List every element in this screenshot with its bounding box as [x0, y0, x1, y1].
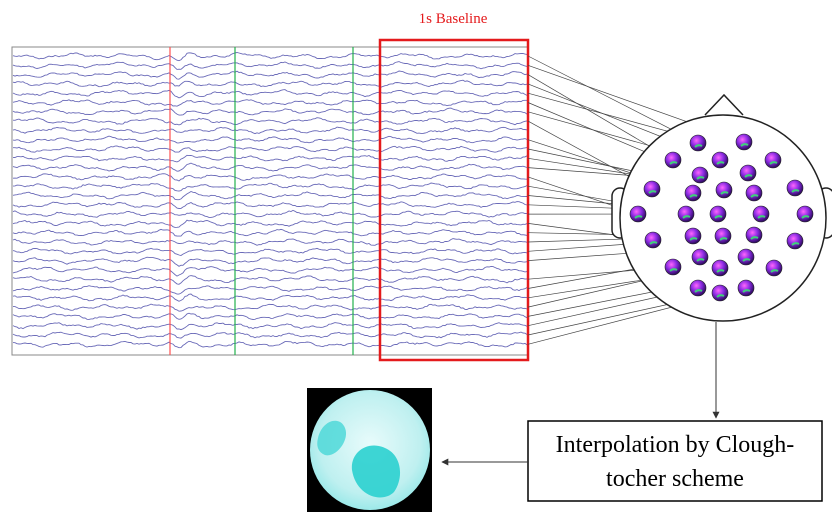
diagram: 1s Baseline Interpolation by Clough- toc… [0, 0, 832, 514]
interpolation-text: Interpolation by Clough- [556, 432, 795, 458]
baseline-label: 1s Baseline [419, 11, 488, 27]
electrode [644, 181, 660, 197]
electrode [692, 249, 708, 265]
eeg-frame [12, 47, 528, 355]
electrode [712, 260, 728, 276]
electrode [738, 280, 754, 296]
electrode [712, 285, 728, 301]
electrode [746, 227, 762, 243]
electrode [665, 259, 681, 275]
electrode [740, 165, 756, 181]
electrode [645, 232, 661, 248]
electrode [753, 206, 769, 222]
topomap [307, 388, 432, 512]
electrode [787, 233, 803, 249]
interpolation-text: tocher scheme [606, 466, 744, 492]
electrode [736, 134, 752, 150]
nose [705, 95, 743, 115]
electrode [715, 228, 731, 244]
electrode [685, 228, 701, 244]
electrode [685, 185, 701, 201]
electrode [787, 180, 803, 196]
electrode [692, 167, 708, 183]
electrode [690, 135, 706, 151]
electrode [738, 249, 754, 265]
electrode [690, 280, 706, 296]
electrode [716, 182, 732, 198]
electrode [766, 260, 782, 276]
electrode [765, 152, 781, 168]
electrode [712, 152, 728, 168]
electrode [797, 206, 813, 222]
electrode [630, 206, 646, 222]
electrode [746, 185, 762, 201]
electrode [710, 206, 726, 222]
eeg-panel [12, 47, 528, 355]
electrode [678, 206, 694, 222]
electrode [665, 152, 681, 168]
